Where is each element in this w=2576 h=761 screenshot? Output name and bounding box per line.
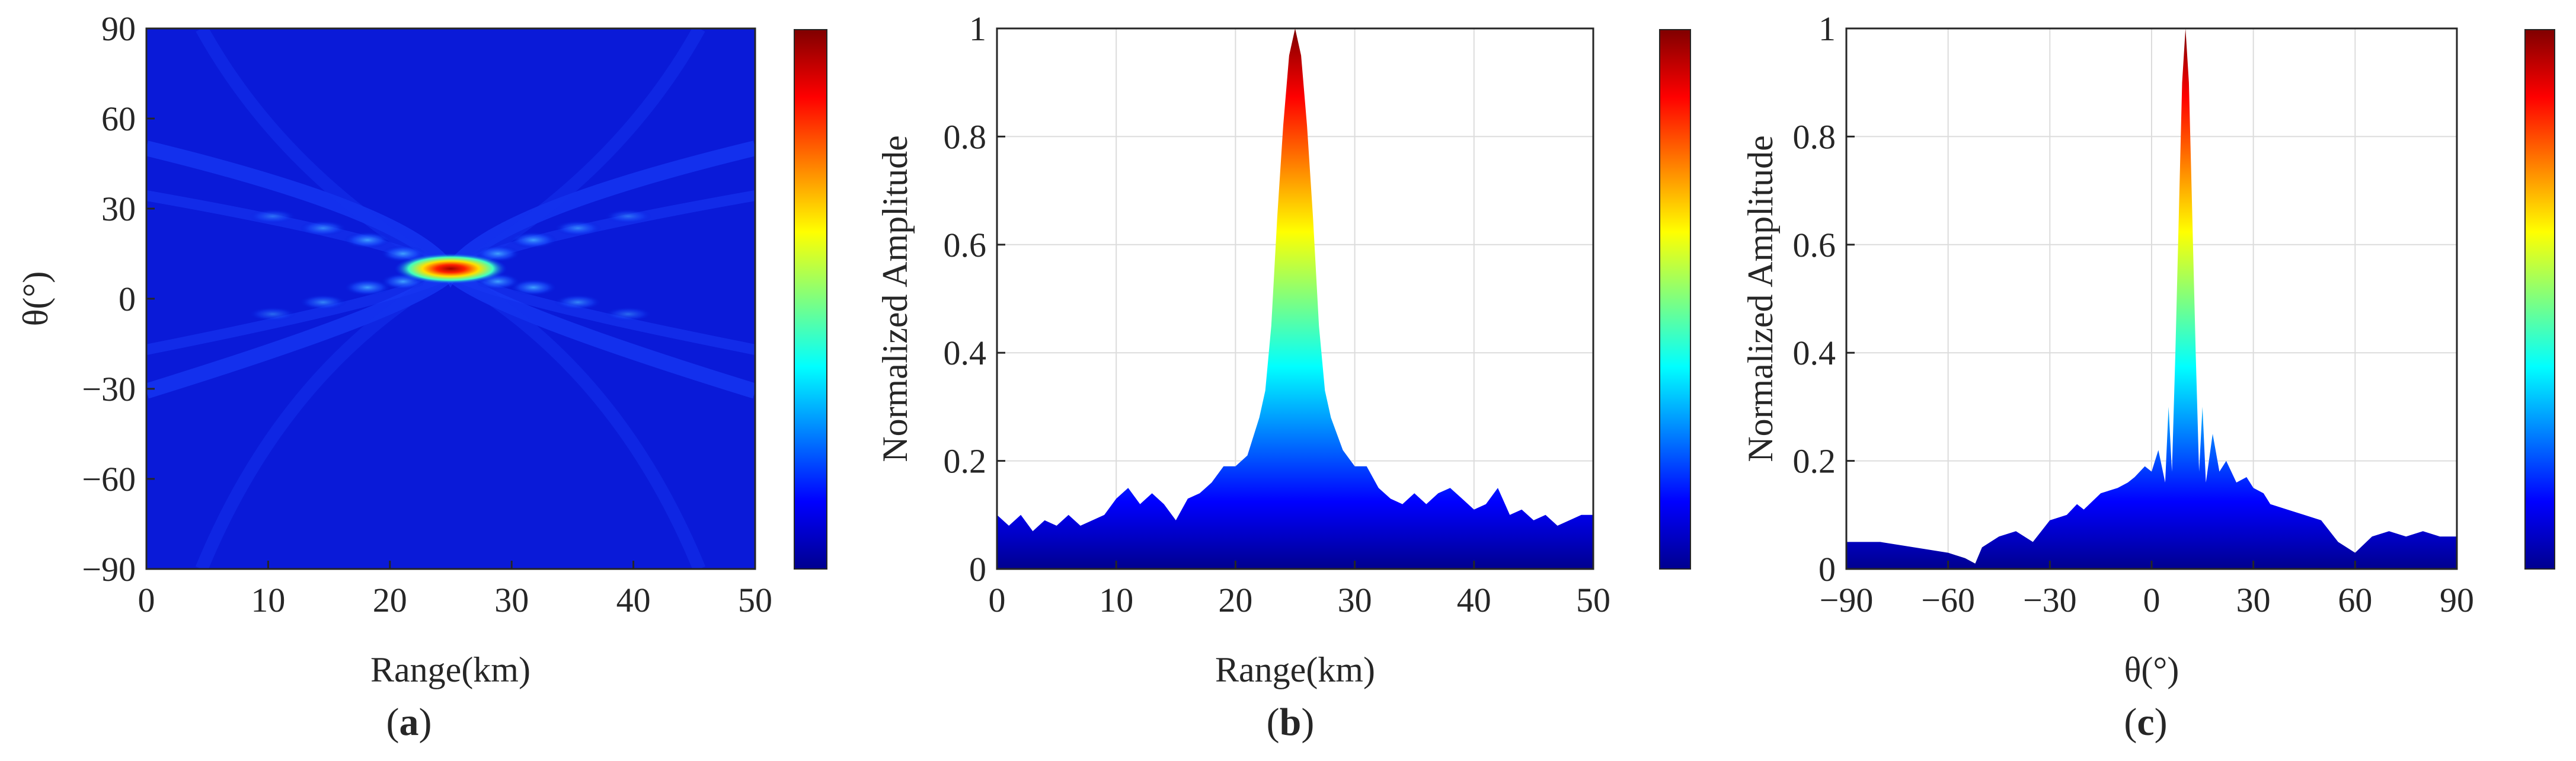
colorbar-c: [2524, 29, 2555, 570]
caption-b: (b): [1267, 701, 1315, 744]
heatmap-lobe: [605, 209, 652, 223]
ylabel-b: Normalized Amplitude: [875, 135, 915, 462]
caption-c-open: (: [2124, 701, 2137, 744]
x-tick-label: −30: [2023, 581, 2077, 619]
y-tick-label: 0.4: [944, 334, 987, 372]
panel-c-angle-profile: −90 −60 −30 0 30 60 90 0 0.2 0.4 0.6 0.8 1 θ(°) Norm…: [1741, 9, 2555, 744]
caption-b-letter: b: [1280, 701, 1302, 744]
heatmap-lobe: [510, 279, 557, 296]
xlabel-b: Range(km): [1215, 650, 1375, 689]
x-tick-label: 40: [616, 581, 651, 619]
y-tick-label: 0.4: [1793, 334, 1836, 372]
y-tick-label: 0.8: [944, 117, 987, 156]
y-tick-label: −30: [82, 370, 136, 408]
y-tick-label: 0.8: [1793, 117, 1836, 156]
colorbar-b: [1659, 29, 1691, 570]
heatmap-lobe: [344, 232, 391, 248]
x-tick-label: 90: [2440, 581, 2474, 619]
x-tick-label: 30: [2236, 581, 2271, 619]
caption-c-close: ): [2155, 701, 2168, 744]
y-tick-label: 60: [101, 100, 136, 138]
heatmap-lobe: [510, 232, 557, 248]
heatmap-lobe: [554, 295, 602, 310]
x-tick-label: 40: [1457, 581, 1491, 619]
xlabel-c: θ(°): [2124, 650, 2179, 689]
panel-b-range-profile: 0 10 20 30 40 50 0 0.2 0.4 0.6 0.8 1 Range(km) Norm…: [875, 9, 1691, 744]
heatmap-peak: [394, 253, 507, 284]
y-tick-label: 0.2: [944, 442, 987, 481]
x-tick-label: 10: [1099, 581, 1133, 619]
x-tick-label: 10: [251, 581, 285, 619]
xlabel-a: Range(km): [370, 650, 530, 689]
heatmap-lobe: [554, 220, 602, 236]
panel-a-heatmap: 0 10 20 30 40 50 90 60 30 0 −30 −60 −90 Range(km) θ(…: [16, 9, 827, 744]
y-tick-label: −90: [82, 550, 136, 589]
area-series-b: [997, 28, 1593, 569]
y-tick-label: 0: [119, 280, 136, 318]
axes-frame-b: [996, 27, 1594, 570]
y-tick-label: 0.6: [944, 226, 987, 264]
heatmap-lobe: [249, 209, 296, 223]
y-tick-label: 0.6: [1793, 226, 1836, 264]
x-tick-label: 50: [738, 581, 772, 619]
caption-c-letter: c: [2137, 701, 2154, 744]
heatmap-lobe: [605, 307, 652, 321]
caption-a: (a): [386, 701, 432, 744]
axes-b: 0 10 20 30 40 50 0 0.2 0.4 0.6 0.8 1: [944, 9, 1611, 619]
caption-c: (c): [2124, 701, 2167, 744]
x-tick-label: 0: [2143, 581, 2160, 619]
axes-frame-c: [1845, 27, 2458, 570]
y-tick-label: 0: [969, 550, 986, 589]
caption-a-open: (: [386, 701, 399, 744]
caption-b-open: (: [1267, 701, 1280, 744]
y-tick-label: 0.2: [1793, 442, 1836, 481]
ylabel-c: Normalized Amplitude: [1741, 135, 1780, 462]
y-tick-label: 90: [101, 9, 136, 48]
ylabel-a: θ(°): [16, 271, 55, 327]
axes-c: −90 −60 −30 0 30 60 90 0 0.2 0.4 0.6 0.8 1: [1793, 9, 2475, 619]
axes-a: 0 10 20 30 40 50 90 60 30 0 −30 −60 −90: [82, 9, 772, 619]
heatmap-lobe: [299, 220, 347, 236]
y-tick-label: 1: [969, 9, 986, 48]
caption-a-letter: a: [399, 701, 419, 744]
heatmap-lobe: [249, 307, 296, 321]
y-tick-label: 0: [1818, 550, 1836, 589]
heatmap-lobe: [344, 279, 391, 296]
caption-a-close: ): [419, 701, 432, 744]
x-tick-label: 30: [494, 581, 529, 619]
x-tick-label: −60: [1921, 581, 1975, 619]
grid-c: [1846, 28, 2457, 569]
caption-b-close: ): [1301, 701, 1314, 744]
y-tick-label: 30: [101, 190, 136, 228]
y-tick-label: −60: [82, 460, 136, 498]
x-tick-label: 30: [1338, 581, 1372, 619]
x-tick-label: −90: [1820, 581, 1874, 619]
x-tick-label: 0: [989, 581, 1006, 619]
heatmap-lobes: [249, 209, 652, 321]
x-tick-label: 20: [1218, 581, 1252, 619]
axes-frame-a: [145, 27, 756, 570]
x-tick-label: 60: [2338, 581, 2372, 619]
y-tick-label: 1: [1818, 9, 1836, 48]
x-tick-label: 50: [1576, 581, 1610, 619]
colorbar-a: [794, 29, 827, 570]
x-tick-label: 20: [373, 581, 407, 619]
x-tick-label: 0: [138, 581, 155, 619]
heatmap-lobe: [299, 295, 347, 310]
